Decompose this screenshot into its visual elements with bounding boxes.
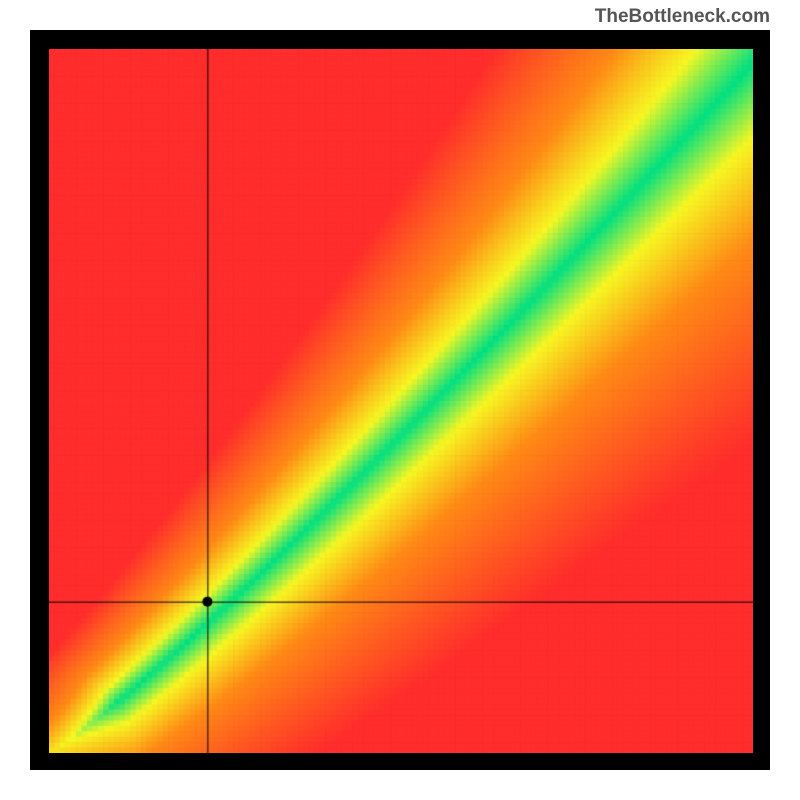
chart-container: TheBottleneck.com	[0, 0, 800, 800]
bottleneck-heatmap	[49, 49, 753, 753]
attribution-label: TheBottleneck.com	[595, 6, 770, 28]
plot-frame	[30, 30, 770, 770]
